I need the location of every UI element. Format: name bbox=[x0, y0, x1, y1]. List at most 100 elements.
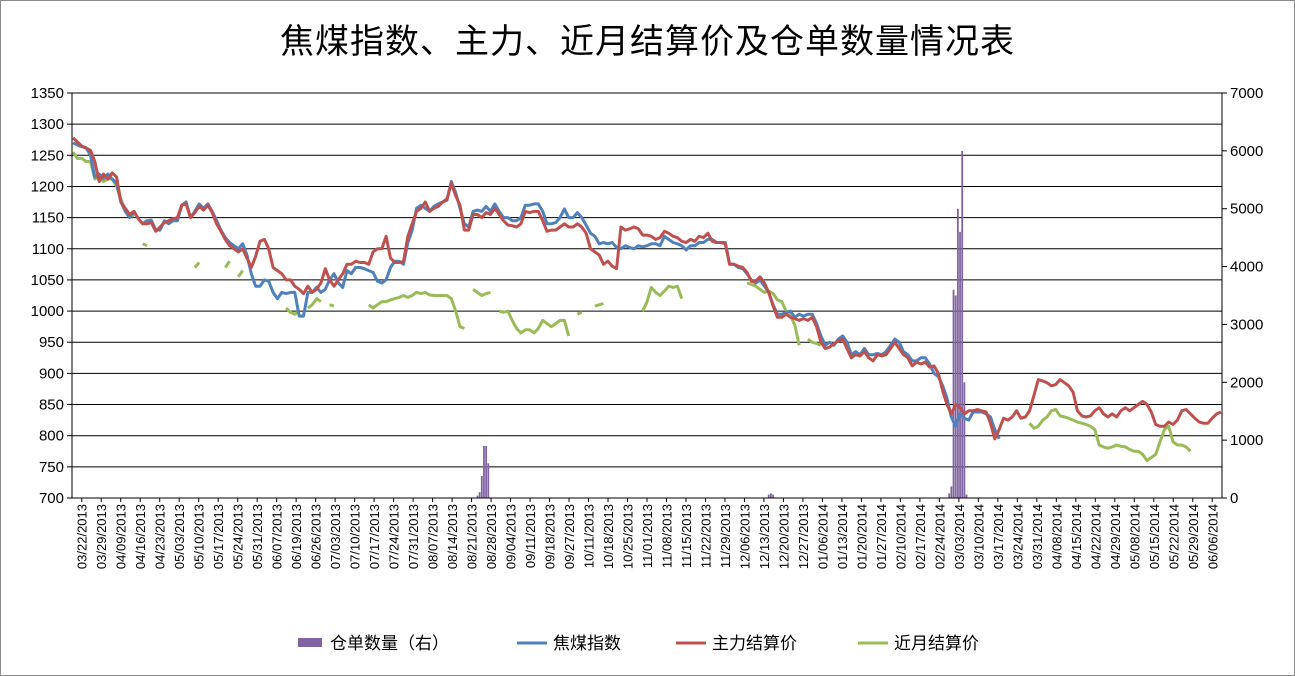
near-month-line bbox=[307, 297, 322, 310]
bar bbox=[954, 295, 957, 498]
left-tick-label: 1000 bbox=[31, 303, 64, 320]
x-tick-label: 05/29/2014 bbox=[1186, 504, 1201, 569]
x-tick-label: 05/08/2014 bbox=[1127, 504, 1142, 569]
bar bbox=[965, 494, 968, 498]
left-tick-label: 800 bbox=[39, 428, 64, 445]
left-tick-label: 1100 bbox=[32, 241, 64, 258]
x-tick-label: 06/07/2013 bbox=[270, 504, 285, 569]
x-tick-label: 07/10/2013 bbox=[348, 504, 363, 569]
near-month-line bbox=[142, 242, 148, 248]
left-tick-label: 1200 bbox=[31, 178, 64, 195]
x-tick-label: 05/17/2013 bbox=[211, 504, 226, 569]
right-tick-label: 2000 bbox=[1230, 374, 1263, 391]
near-month-line bbox=[193, 261, 201, 269]
x-tick-label: 10/18/2013 bbox=[601, 504, 616, 569]
x-tick-label: 04/08/2014 bbox=[1049, 504, 1064, 569]
bar bbox=[948, 493, 951, 498]
x-tick-label: 12/20/2013 bbox=[776, 504, 791, 569]
near-month-line bbox=[641, 284, 684, 312]
left-tick-label: 1350 bbox=[31, 85, 64, 102]
main-contract-line bbox=[72, 136, 1222, 441]
x-tick-label: 08/21/2013 bbox=[465, 504, 480, 569]
left-axis-ticks: 700 750 800 850 900 950 1000 1050 1100 1150 1200 12… bbox=[31, 85, 72, 507]
x-tick-label: 05/15/2014 bbox=[1147, 504, 1162, 569]
near-month-line bbox=[367, 290, 465, 330]
bar bbox=[485, 445, 488, 498]
right-tick-label: 0 bbox=[1230, 490, 1238, 507]
x-tick-label: 09/11/2013 bbox=[523, 504, 538, 568]
coking-coal-index-line bbox=[72, 141, 1001, 440]
x-tick-label: 03/10/2014 bbox=[971, 504, 986, 569]
bar bbox=[961, 150, 964, 498]
bar bbox=[487, 463, 490, 498]
x-tick-label: 03/31/2014 bbox=[1030, 504, 1045, 569]
left-tick-label: 950 bbox=[39, 334, 64, 351]
bar bbox=[959, 231, 961, 498]
near-month-line bbox=[285, 306, 301, 316]
legend-label: 主力结算价 bbox=[712, 634, 797, 654]
lines-series bbox=[71, 136, 1222, 463]
left-tick-label: 1050 bbox=[31, 272, 64, 289]
x-tick-label: 01/13/2014 bbox=[835, 504, 850, 569]
x-tick-label: 11/22/2013 bbox=[699, 504, 714, 568]
near-month-line bbox=[594, 302, 604, 308]
x-tick-label: 12/06/2013 bbox=[738, 504, 753, 569]
x-tick-label: 05/31/2013 bbox=[250, 504, 265, 569]
x-tick-label: 01/27/2014 bbox=[874, 504, 889, 569]
near-month-line bbox=[576, 310, 583, 316]
x-tick-label: 04/15/2014 bbox=[1069, 504, 1084, 569]
right-tick-label: 6000 bbox=[1230, 143, 1263, 160]
axes bbox=[71, 93, 1223, 499]
x-tick-label: 04/16/2013 bbox=[133, 504, 148, 569]
x-tick-label: 11/15/2013 bbox=[679, 504, 694, 568]
legend: 仓单数量（右） 焦煤指数 主力结算价 近月结算价 bbox=[298, 634, 979, 654]
x-tick-label: 12/27/2013 bbox=[796, 504, 811, 569]
chart-title: 焦煤指数、主力、近月结算价及仓单数量情况表 bbox=[280, 22, 1015, 62]
right-tick-label: 4000 bbox=[1230, 259, 1263, 276]
gridlines bbox=[72, 92, 1222, 499]
x-tick-label: 02/10/2014 bbox=[893, 504, 908, 569]
left-tick-label: 850 bbox=[39, 397, 64, 414]
x-tick-label: 03/24/2014 bbox=[1010, 504, 1025, 569]
near-month-line bbox=[807, 337, 822, 347]
x-tick-label: 07/24/2013 bbox=[387, 504, 402, 569]
near-month-line bbox=[237, 269, 244, 278]
x-tick-label: 06/26/2013 bbox=[309, 504, 324, 569]
bars-series bbox=[476, 150, 968, 498]
x-axis-ticks: 03/22/2013 03/29/2013 04/09/2013 04/16/2013… bbox=[75, 498, 1220, 569]
x-tick-label: 07/17/2013 bbox=[367, 504, 382, 569]
bar bbox=[480, 476, 483, 498]
x-tick-label: 09/04/2013 bbox=[504, 504, 519, 569]
x-tick-label: 08/07/2013 bbox=[426, 504, 441, 569]
right-tick-label: 1000 bbox=[1230, 432, 1263, 449]
left-tick-label: 1150 bbox=[32, 210, 64, 227]
x-tick-label: 12/13/2013 bbox=[757, 504, 772, 569]
x-tick-label: 11/29/2013 bbox=[718, 504, 733, 568]
bar bbox=[770, 493, 772, 498]
bar bbox=[478, 492, 481, 498]
x-tick-label: 05/22/2014 bbox=[1166, 504, 1181, 569]
legend-label: 仓单数量（右） bbox=[330, 634, 449, 654]
x-tick-label: 11/08/2013 bbox=[660, 504, 675, 568]
x-tick-label: 07/03/2013 bbox=[328, 504, 343, 569]
left-tick-label: 1300 bbox=[31, 116, 64, 133]
x-tick-label: 10/11/2013 bbox=[582, 504, 597, 568]
bar bbox=[483, 445, 485, 498]
x-tick-label: 03/29/2013 bbox=[94, 504, 109, 569]
bar bbox=[772, 494, 774, 498]
near-month-line bbox=[472, 288, 491, 297]
x-tick-label: 04/09/2013 bbox=[114, 504, 129, 569]
x-tick-label: 11/01/2013 bbox=[640, 504, 655, 568]
x-tick-label: 06/06/2014 bbox=[1205, 504, 1220, 569]
bar bbox=[963, 382, 966, 498]
x-tick-label: 08/14/2013 bbox=[445, 504, 460, 569]
near-month-line bbox=[498, 309, 571, 337]
x-tick-label: 03/17/2014 bbox=[991, 504, 1006, 569]
right-tick-label: 3000 bbox=[1230, 316, 1263, 333]
x-tick-label: 09/18/2013 bbox=[543, 504, 558, 569]
bar bbox=[476, 495, 479, 498]
x-tick-label: 03/22/2013 bbox=[75, 504, 90, 569]
x-tick-label: 02/17/2014 bbox=[913, 504, 928, 569]
